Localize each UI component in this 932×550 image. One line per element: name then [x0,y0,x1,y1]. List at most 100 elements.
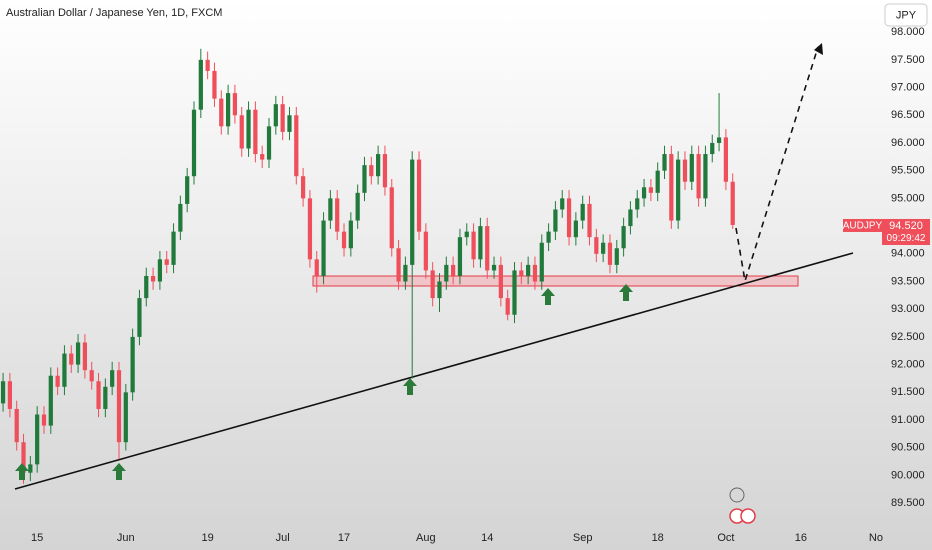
candle-body [566,198,572,238]
candle-body [580,203,585,221]
candle-body [232,93,238,116]
candle-body [464,231,469,238]
candle-body [62,353,67,387]
countdown-label: 09:29:42 [887,233,926,244]
y-tick-label: 92.500 [891,331,925,343]
x-tick-label: No [869,532,883,544]
candle-body [14,408,19,443]
candle-body [641,187,647,199]
candle-body [410,159,415,265]
candle-body [430,270,435,299]
x-tick-label: 18 [652,532,664,544]
candle-body [137,298,142,337]
candle-body [116,370,122,443]
candle-body [716,137,722,143]
candle-body [546,231,551,243]
price-label: AUDJPY 94.520 09:29:42 [843,218,930,245]
x-tick-label: Jul [276,532,290,544]
currency-label[interactable]: JPY [896,9,917,21]
candle-body [110,370,115,387]
candle-body [178,203,183,232]
candle-body [164,259,169,265]
event-icon[interactable] [729,487,745,503]
candle-body [389,187,394,249]
candle-body [526,264,531,276]
candle-body [0,381,6,404]
candle-body [260,154,265,160]
up-arrow [541,288,555,305]
x-tick-label: 19 [202,532,214,544]
chart-title: Australian Dollar / Japanese Yen, 1D, FX… [6,7,222,19]
candle-body [437,281,442,299]
candle-body [491,264,497,271]
candle-body [205,59,210,71]
y-tick-label: 90.500 [891,442,925,454]
candle-body [682,159,688,182]
candle-body [362,165,367,193]
candle-body [710,142,715,155]
candle-body [451,264,456,276]
candle-body [505,298,510,315]
projection-arrowhead [814,43,823,55]
up-arrow [619,284,633,301]
candle-body [287,115,292,132]
candle-body [662,154,667,171]
y-tick-label: 92.000 [891,359,925,371]
candle-body [696,154,701,199]
x-tick-label: Sep [573,532,593,544]
candle-body [171,231,176,265]
candle-body [21,442,26,473]
candle-body [219,98,224,127]
candle-body [471,231,476,260]
candle-body [294,115,299,177]
candle-body [341,231,347,249]
candle-body [35,414,40,465]
currency-button[interactable] [884,3,928,27]
candle-body [403,264,408,282]
candle-body [416,159,422,232]
candle-body [512,270,517,315]
candle-body [123,392,128,443]
candle-body [601,242,606,254]
symbol-box [843,218,882,232]
candle-body [273,104,278,127]
y-tick-label: 95.500 [891,165,925,177]
x-tick-label: Aug [416,532,436,544]
candle-body [396,248,401,282]
candle-body [730,181,735,225]
candle-body [191,109,197,177]
candle-body [573,220,578,238]
y-tick-label: 96.500 [891,109,925,121]
y-tick-label: 91.000 [891,414,925,426]
candle-body [280,104,285,132]
candle-body [69,353,74,365]
candle-body [103,386,108,409]
candle-body [669,154,674,221]
candle-body [485,226,490,271]
candle-body [41,414,47,426]
y-tick-label: 95.000 [891,192,925,204]
candle-body [676,159,681,221]
candle-body [328,198,333,221]
candle-body [130,336,135,393]
candle-body [185,176,190,204]
candle-body [560,198,565,210]
x-tick-label: 16 [795,532,807,544]
candle-body [607,242,613,265]
candle-body [246,109,251,149]
candle-body [314,259,319,276]
x-tick-label: 15 [31,532,43,544]
candle-body [300,176,306,199]
candle-body [75,342,81,365]
trend-line [14,252,854,490]
candle-body [96,381,101,409]
candle-body [7,381,13,409]
y-tick-label: 97.500 [891,54,925,66]
candle-body [444,264,449,282]
candle-body [307,198,313,260]
event-icon[interactable] [740,508,756,524]
candle-body [382,154,388,188]
